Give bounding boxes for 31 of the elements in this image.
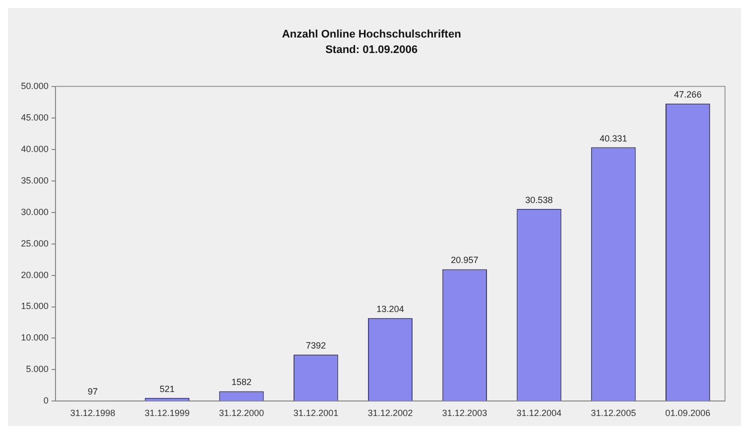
y-tick-label: 50.000	[20, 80, 49, 91]
y-tick-label: 40.000	[20, 144, 49, 154]
x-tick-label: 31.12.2005	[590, 408, 636, 418]
data-label: 47.266	[674, 90, 702, 100]
x-tick-label: 31.12.1998	[70, 408, 116, 418]
y-tick-label: 10.000	[20, 332, 49, 343]
y-tick-label: 25.000	[20, 238, 49, 248]
x-tick-label: 31.12.2000	[218, 408, 264, 418]
data-label: 7392	[306, 340, 326, 351]
data-label: 97	[88, 386, 98, 397]
y-tick-label: 45.000	[20, 112, 49, 122]
data-label: 20.957	[450, 255, 478, 266]
y-tick-label: 30.000	[20, 206, 49, 217]
y-tick-label: 5.000	[26, 364, 49, 374]
chart-title: Anzahl Online Hochschulschriften	[282, 28, 462, 41]
x-tick-label: 31.12.2003	[442, 408, 488, 418]
data-label: 521	[160, 384, 175, 394]
x-tick-label: 01.09.2006	[665, 408, 710, 418]
chart-subtitle: Stand: 01.09.2006	[325, 44, 418, 56]
x-tick-label: 31.12.1999	[144, 408, 190, 418]
data-label: 40.331	[600, 133, 628, 144]
x-tick-label: 31.12.2002	[368, 408, 413, 418]
y-tick-label: 0	[44, 396, 49, 406]
data-label: 30.538	[525, 194, 553, 205]
y-tick-label: 20.000	[20, 270, 49, 280]
x-tick-label: 31.12.2001	[293, 408, 338, 418]
data-label: 1582	[231, 377, 252, 388]
data-label: 13.204	[376, 304, 404, 314]
y-tick-label: 35.000	[20, 175, 49, 186]
y-tick-label: 15.000	[20, 301, 49, 312]
x-tick-label: 31.12.2004	[516, 408, 562, 418]
